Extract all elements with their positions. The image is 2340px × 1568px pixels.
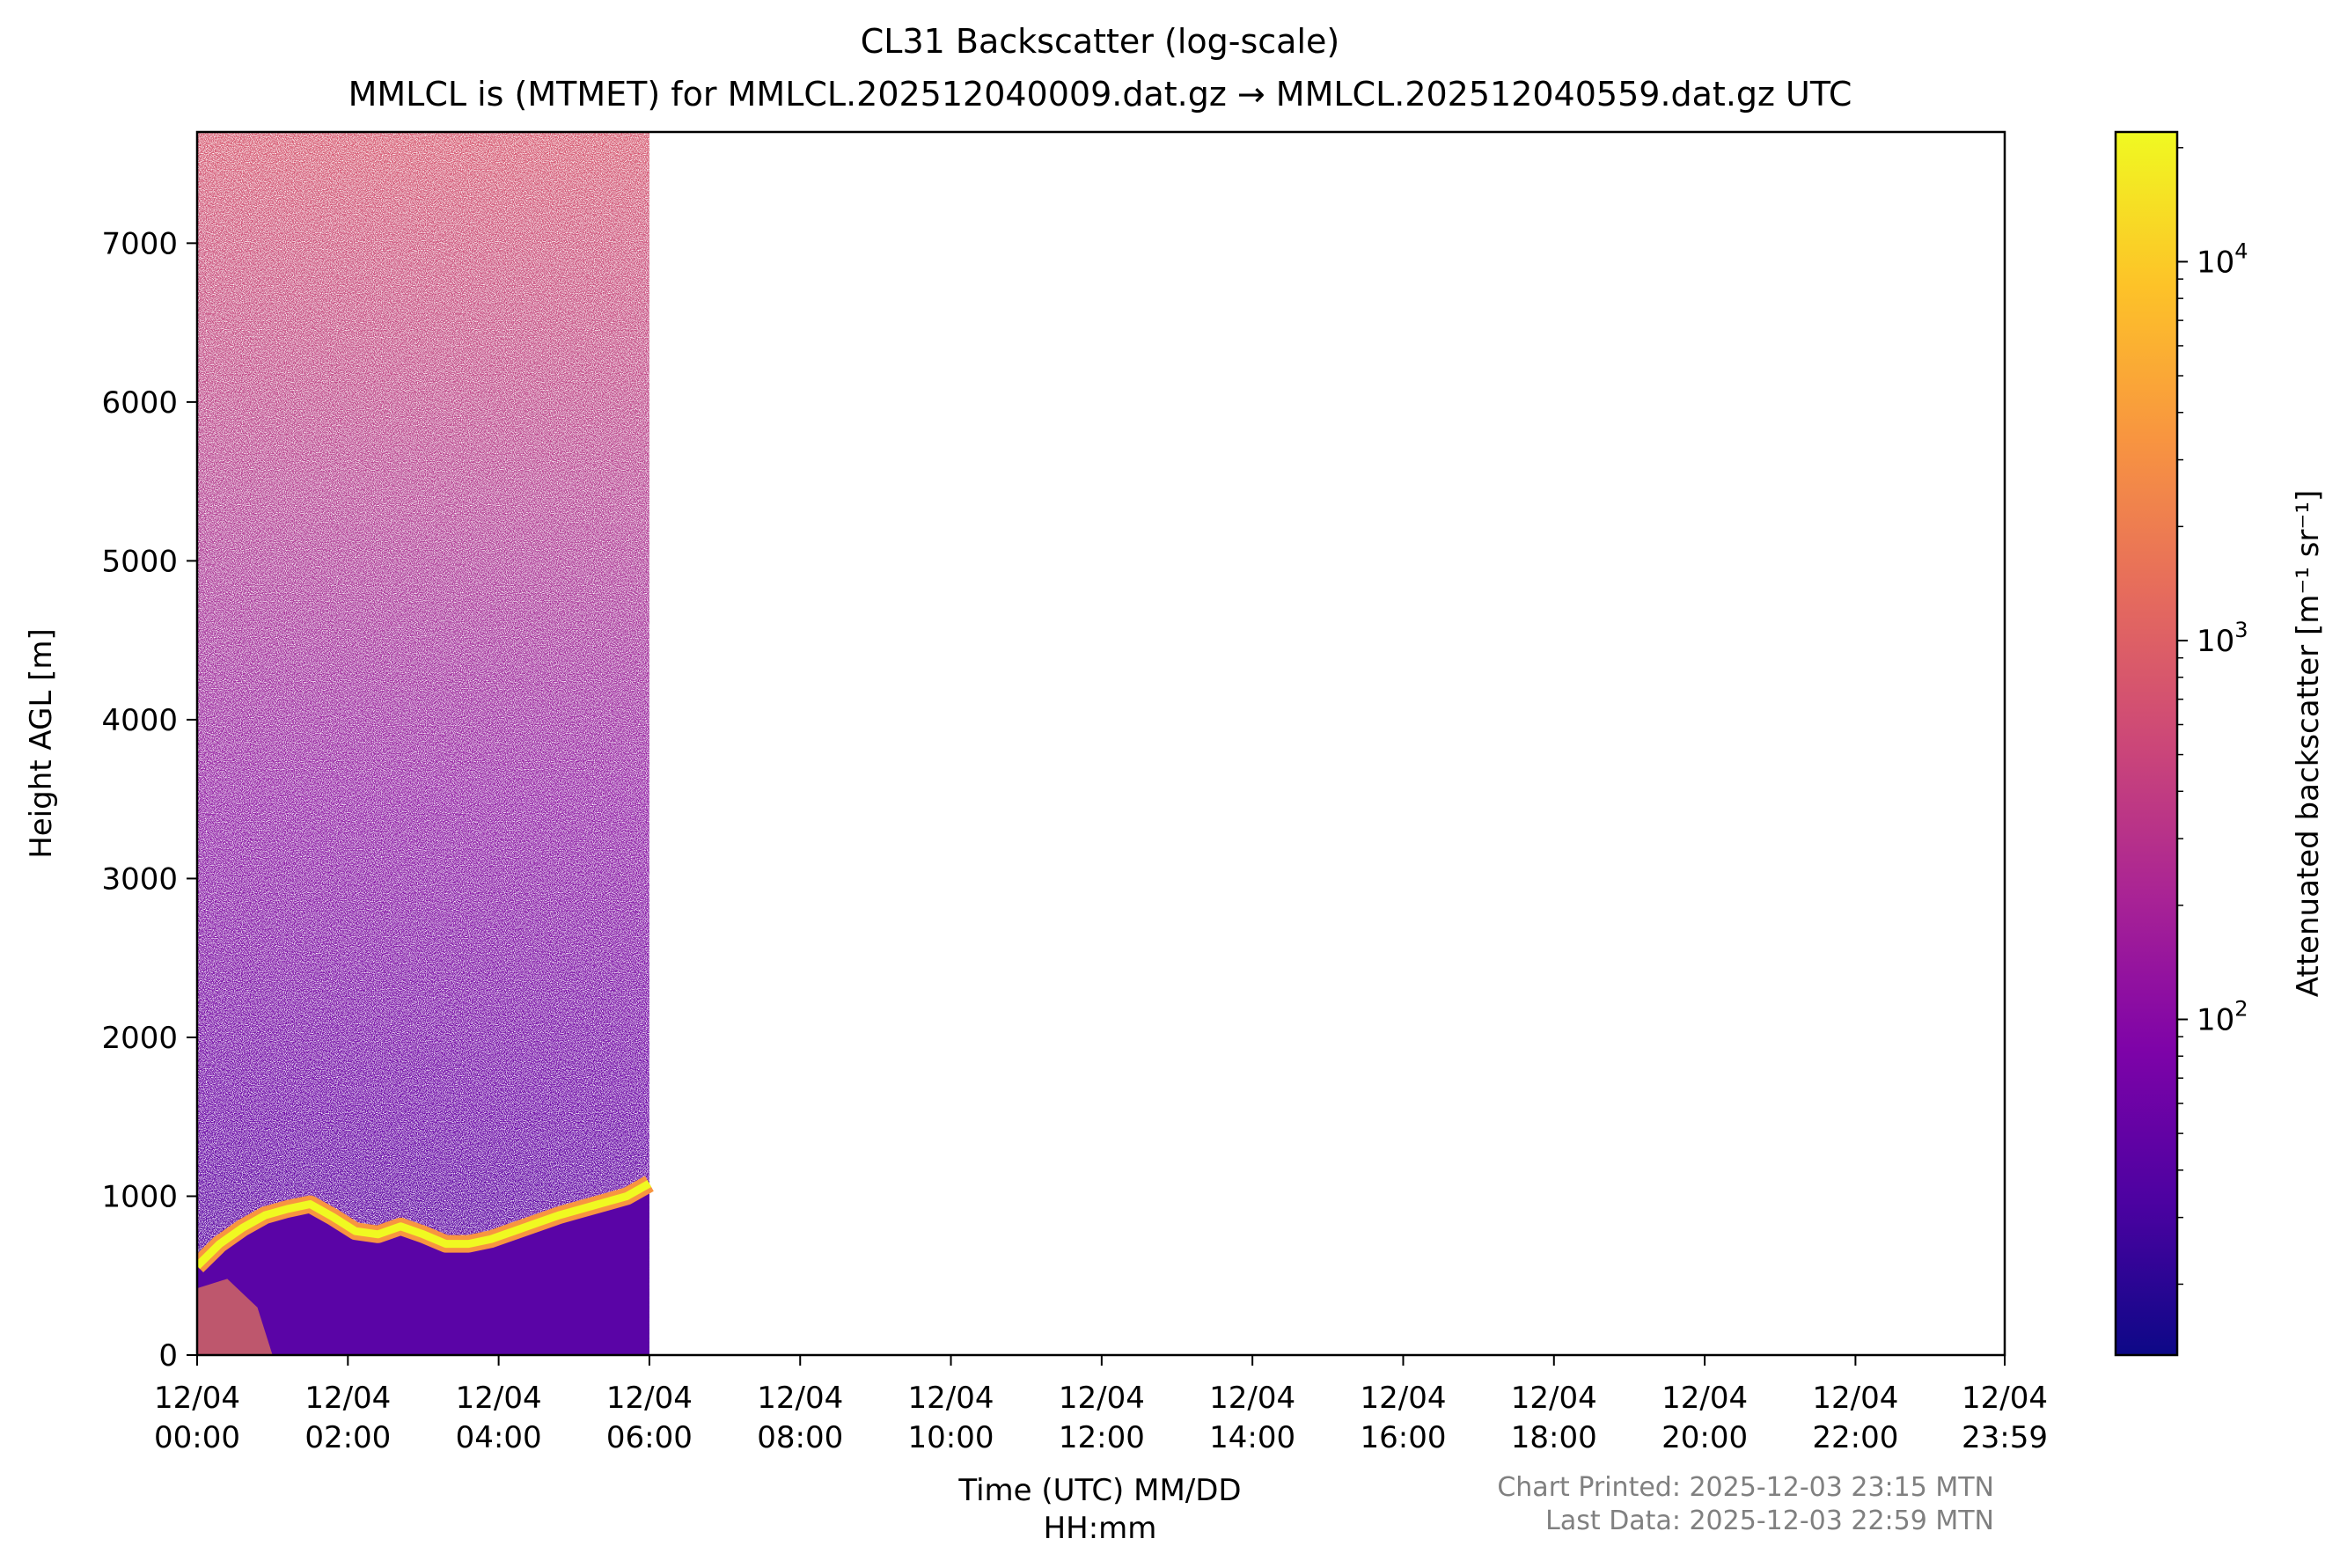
chart-title: CL31 Backscatter (log-scale) (861, 22, 1339, 61)
y-tick-label: 0 (158, 1338, 178, 1374)
x-tick-label-date: 12/04 (1059, 1381, 1145, 1416)
y-axis-label: Height AGL [m] (24, 628, 59, 859)
x-tick-label-date: 12/04 (1209, 1381, 1295, 1416)
x-tick-label-date: 12/04 (1962, 1381, 2048, 1416)
y-tick-label: 5000 (101, 544, 178, 579)
x-tick-label-time: 16:00 (1360, 1420, 1446, 1455)
x-tick-label-date: 12/04 (456, 1381, 542, 1416)
y-tick-label: 3000 (101, 861, 178, 897)
x-tick-label-date: 12/04 (908, 1381, 994, 1416)
x-tick-label-time: 12:00 (1059, 1420, 1145, 1455)
x-tick-label-date: 12/04 (757, 1381, 843, 1416)
x-tick-label-date: 12/04 (1511, 1381, 1597, 1416)
colorbar (2114, 130, 2179, 1357)
x-tick-label-time: 04:00 (456, 1420, 542, 1455)
colorbar-tick-label: 103 (2197, 618, 2248, 659)
x-tick-label-date: 12/04 (154, 1381, 240, 1416)
colorbar-tick-label: 104 (2197, 238, 2248, 280)
colorbar-label: Attenuated backscatter [m⁻¹ sr⁻¹] (2291, 490, 2326, 998)
x-tick-label-time: 02:00 (304, 1420, 391, 1455)
x-axis: 12/04 00:00 12/04 02:00 12/04 04:00 12/04 06:00… (154, 1355, 2048, 1455)
x-tick-label-date: 12/04 (1812, 1381, 1898, 1416)
heatmap-data-region (197, 132, 654, 1355)
colorbar-tick-label: 102 (2197, 997, 2248, 1038)
backscatter-noise (197, 132, 649, 1355)
x-tick-label-time: 00:00 (154, 1420, 240, 1455)
x-tick-label-time: 14:00 (1209, 1420, 1295, 1455)
y-tick-label: 1000 (101, 1179, 178, 1214)
last-data-note: Last Data: 2025-12-03 22:59 MTN (1545, 1506, 1994, 1536)
x-axis-label-line2: HH:mm (1044, 1511, 1157, 1546)
chart-printed-note: Chart Printed: 2025-12-03 23:15 MTN (1497, 1472, 1994, 1503)
x-tick-label-date: 12/04 (304, 1381, 391, 1416)
x-axis-label: Time (UTC) MM/DD (957, 1473, 1241, 1508)
x-tick-label-time: 22:00 (1812, 1420, 1898, 1455)
y-tick-label: 6000 (101, 385, 178, 421)
x-tick-label-date: 12/04 (1661, 1381, 1748, 1416)
x-tick-label-time: 20:00 (1661, 1420, 1748, 1455)
y-tick-label: 2000 (101, 1021, 178, 1056)
surface-backscatter (197, 1279, 273, 1355)
chart-subtitle: MMLCL is (MTMET) for MMLCL.202512040009.… (348, 75, 1852, 114)
x-tick-label-time: 06:00 (606, 1420, 693, 1455)
y-tick-label: 7000 (101, 226, 178, 261)
y-tick-label: 4000 (101, 703, 178, 738)
x-tick-label-time: 10:00 (908, 1420, 994, 1455)
colorbar-ticks: 102 103 104 (2177, 147, 2248, 1286)
y-axis: 0 1000 2000 3000 4000 5000 6000 7000 (101, 226, 197, 1374)
x-tick-label-date: 12/04 (1360, 1381, 1446, 1416)
x-tick-label-time: 08:00 (757, 1420, 843, 1455)
x-tick-label-date: 12/04 (606, 1381, 693, 1416)
cloud-base-trace (197, 1180, 652, 1270)
x-tick-label-time: 18:00 (1511, 1420, 1597, 1455)
x-tick-label-time: 23:59 (1962, 1420, 2048, 1455)
